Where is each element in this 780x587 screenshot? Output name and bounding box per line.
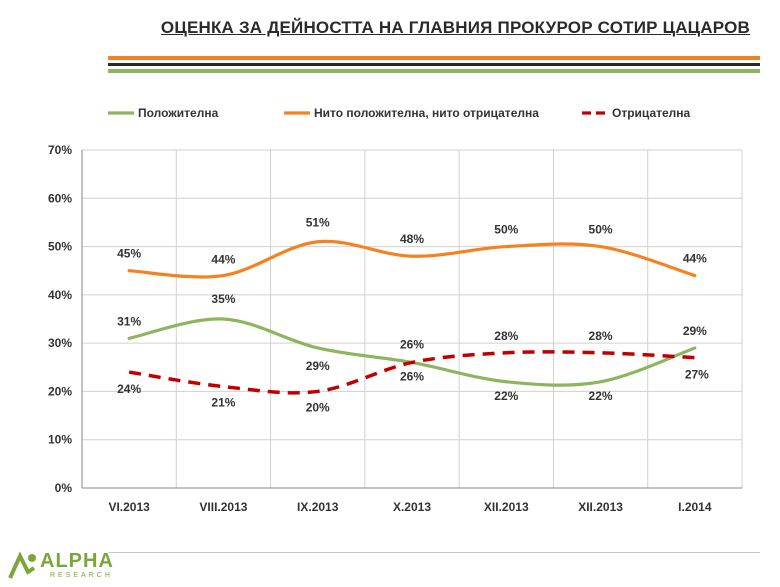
- y-tick-label: 30%: [48, 336, 72, 350]
- data-label: 44%: [211, 253, 235, 267]
- x-tick-label: IX.2013: [297, 500, 339, 514]
- series-line-1: [127, 239, 697, 279]
- legend-label: Положителна: [138, 106, 219, 120]
- data-label: 26%: [400, 369, 424, 383]
- y-tick-label: 0%: [55, 481, 73, 495]
- x-tick-label: X.2013: [393, 500, 431, 514]
- data-label: 22%: [494, 389, 518, 403]
- data-label: 44%: [683, 252, 707, 266]
- data-label: 20%: [306, 400, 330, 414]
- y-tick-label: 60%: [48, 191, 72, 205]
- y-tick-label: 40%: [48, 288, 72, 302]
- footer-divider: [108, 552, 760, 553]
- data-label: 31%: [117, 314, 141, 328]
- y-tick-label: 70%: [48, 143, 72, 157]
- x-tick-label: XII.2013: [484, 500, 529, 514]
- series-line-2: [128, 350, 695, 395]
- data-label: 24%: [117, 382, 141, 396]
- y-tick-label: 10%: [48, 433, 72, 447]
- data-label: 26%: [400, 337, 424, 351]
- data-label: 35%: [211, 292, 235, 306]
- logo-subtitle: RESEARCH: [50, 572, 113, 579]
- data-label: 28%: [494, 329, 518, 343]
- data-label: 50%: [589, 223, 613, 237]
- data-label: 22%: [589, 389, 613, 403]
- legend-label: Отрицателна: [612, 106, 691, 120]
- data-label: 50%: [494, 223, 518, 237]
- data-label: 21%: [211, 396, 235, 410]
- page-title: ОЦЕНКА ЗА ДЕЙНОСТТА НА ГЛАВНИЯ ПРОКУРОР …: [160, 18, 750, 37]
- data-label: 27%: [685, 368, 709, 382]
- data-label: 28%: [589, 329, 613, 343]
- data-label: 45%: [117, 247, 141, 261]
- legend-label: Нито положителна, нито отрицателна: [314, 106, 539, 120]
- data-label: 51%: [306, 216, 330, 230]
- x-tick-label: VI.2013: [108, 500, 150, 514]
- orange-stripe: [108, 56, 760, 60]
- data-label: 48%: [400, 232, 424, 246]
- x-tick-label: VIII.2013: [199, 500, 247, 514]
- dark-stripe: [108, 63, 760, 66]
- green-stripe: [108, 69, 760, 73]
- alpha-research-logo: ALPHA RESEARCH: [6, 550, 131, 584]
- x-tick-label: XII.2013: [578, 500, 623, 514]
- alpha-logo-icon: [8, 551, 36, 579]
- line-chart: 0% 10% 20% 30% 40% 50% 60% 70% VI.2013 VIII.2013 I…: [48, 106, 743, 514]
- logo-name: ALPHA: [40, 550, 114, 572]
- y-tick-label: 20%: [48, 384, 72, 398]
- data-label: 29%: [683, 324, 707, 338]
- y-tick-label: 50%: [48, 240, 72, 254]
- data-label: 29%: [306, 359, 330, 373]
- x-tick-label: I.2014: [678, 500, 712, 514]
